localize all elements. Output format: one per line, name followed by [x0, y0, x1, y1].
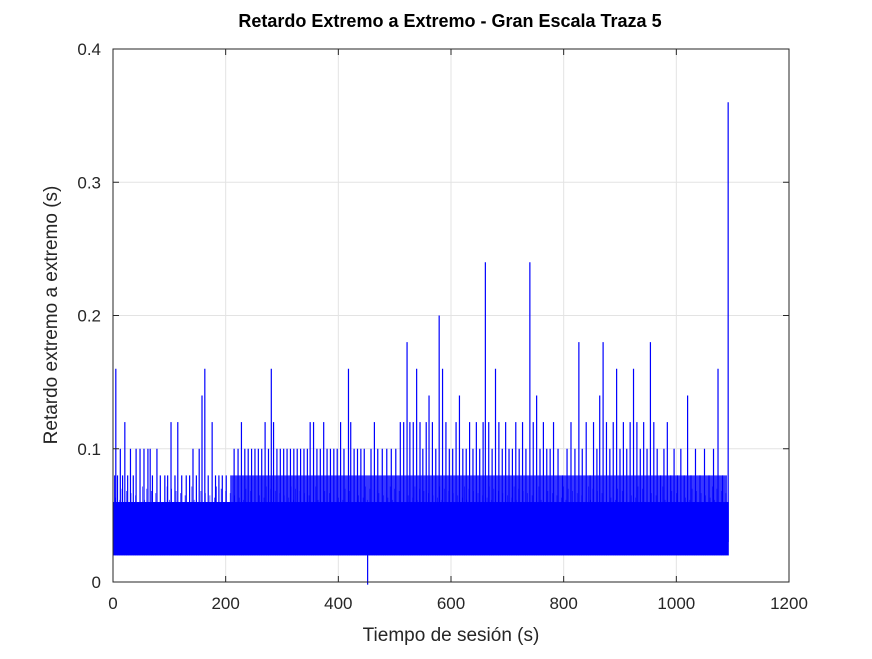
x-tick-label: 200	[211, 594, 239, 613]
x-tick-label: 600	[437, 594, 465, 613]
y-tick-label: 0.2	[77, 307, 101, 326]
axis-ticks: 0 200 400 600 800 1000 1200 0 0.1 0.2 0.3 0.4	[77, 40, 808, 613]
grid-lines	[113, 49, 789, 582]
y-tick-label: 0.1	[77, 440, 101, 459]
x-tick-label: 400	[324, 594, 352, 613]
x-tick-label: 0	[108, 594, 117, 613]
x-tick-label: 800	[549, 594, 577, 613]
y-tick-label: 0	[92, 573, 101, 592]
x-tick-label: 1000	[657, 594, 695, 613]
chart-title: Retardo Extremo a Extremo - Gran Escala …	[238, 11, 661, 31]
y-axis-label: Retardo extremo a extremo (s)	[41, 186, 62, 445]
x-axis-label: Tiempo de sesión (s)	[363, 625, 540, 646]
x-tick-label: 1200	[770, 594, 808, 613]
series-spikes	[114, 102, 729, 585]
y-tick-label: 0.4	[77, 40, 101, 59]
y-tick-label: 0.3	[77, 173, 101, 192]
